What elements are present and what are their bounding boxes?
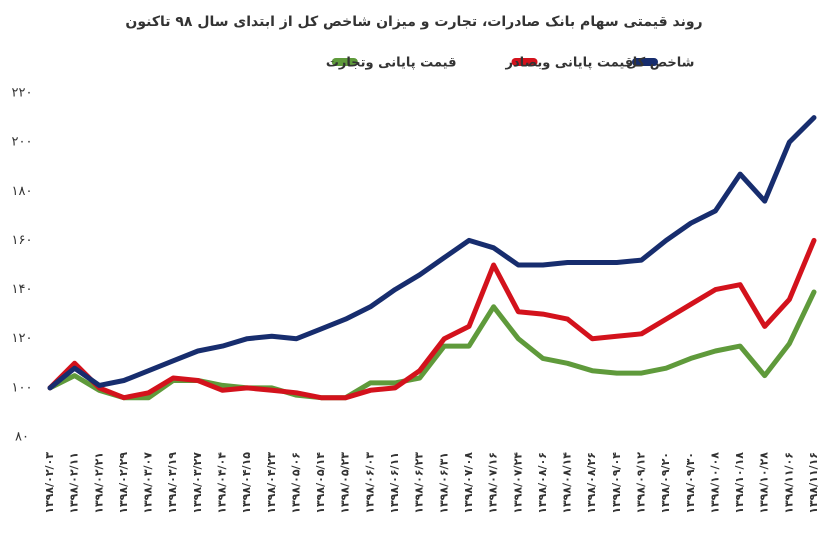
x-tick-label: ۱۳۹۸/۰۶/۰۳ xyxy=(363,452,376,514)
series-line xyxy=(47,115,817,391)
x-tick-label: ۱۳۹۸/۰۹/۱۲ xyxy=(634,452,647,514)
x-tick-label: ۱۳۹۸/۰۴/۱۵ xyxy=(240,452,253,514)
x-tick-label: ۱۳۹۸/۰۷/۰۸ xyxy=(462,452,475,514)
x-tick-label: ۱۳۹۸/۰۵/۱۴ xyxy=(314,452,327,514)
y-tick-label: ۲۰۰ xyxy=(12,135,33,150)
x-tick-label: ۱۳۹۸/۰۸/۰۶ xyxy=(536,452,549,514)
series-line xyxy=(47,237,817,401)
y-tick-label: ۱۴۰ xyxy=(12,282,33,297)
x-tick-label: ۱۳۹۸/۰۳/۰۷ xyxy=(142,452,155,514)
x-tick-label: ۱۳۹۸/۰۸/۱۴ xyxy=(561,452,574,514)
y-tick-label: ۸۰ xyxy=(15,430,29,445)
y-tick-label: ۱۶۰ xyxy=(12,233,33,248)
y-tick-label: ۱۲۰ xyxy=(12,331,33,346)
x-tick-label: ۱۳۹۸/۰۲/۲۱ xyxy=(92,452,105,514)
x-tick-label: ۱۳۹۸/۱۱/۰۶ xyxy=(782,452,795,514)
x-tick-label: ۱۳۹۸/۰۵/۰۶ xyxy=(289,452,302,514)
x-tick-label: ۱۳۹۸/۰۴/۲۳ xyxy=(265,452,278,514)
x-tick-label: ۱۳۹۸/۰۲/۱۱ xyxy=(68,452,81,514)
y-tick-label: ۱۸۰ xyxy=(12,184,33,199)
x-tick-label: ۱۳۹۸/۱۰/۱۸ xyxy=(733,452,746,514)
legend-label: قیمت پایانی وتجارت xyxy=(326,56,457,71)
x-tick-label: ۱۳۹۸/۰۶/۳۱ xyxy=(437,452,450,514)
x-tick-label: ۱۳۹۸/۰۹/۳۰ xyxy=(684,452,697,514)
x-tick-label: ۱۳۹۸/۰۹/۲۰ xyxy=(659,452,672,514)
x-tick-label: ۱۳۹۸/۰۲/۲۹ xyxy=(117,452,130,514)
x-tick-label: ۱۳۹۸/۰۶/۲۳ xyxy=(413,452,426,514)
x-tick-label: ۱۳۹۸/۰۵/۲۳ xyxy=(339,452,352,514)
chart-title: روند قیمتی سهام بانک صادرات، تجارت و میز… xyxy=(125,14,702,30)
legend-swatch xyxy=(511,58,538,66)
x-tick-label: ۱۳۹۸/۰۹/۰۴ xyxy=(610,452,623,514)
x-tick-label: ۱۳۹۸/۰۷/۱۶ xyxy=(487,452,500,514)
legend-swatch xyxy=(331,58,358,66)
x-tick-label: ۱۳۹۸/۰۳/۲۷ xyxy=(191,452,204,514)
x-tick-label: ۱۳۹۸/۰۳/۱۹ xyxy=(166,452,179,514)
y-tick-label: ۱۰۰ xyxy=(12,380,33,395)
x-tick-label: ۱۳۹۸/۰۴/۰۴ xyxy=(216,452,229,514)
x-tick-label: ۱۳۹۸/۱۰/۲۸ xyxy=(758,452,771,514)
x-tick-label: ۱۳۹۸/۰۲/۰۳ xyxy=(43,452,56,514)
legend-swatch xyxy=(632,58,658,66)
legend-label: شاخص کل xyxy=(626,56,694,71)
y-tick-label: ۲۲۰ xyxy=(12,86,33,101)
x-tick-label: ۱۳۹۸/۱۱/۱۶ xyxy=(807,452,820,514)
x-tick-label: ۱۳۹۸/۰۶/۱۱ xyxy=(388,452,401,514)
x-tick-label: ۱۳۹۸/۰۷/۲۴ xyxy=(511,452,524,514)
x-tick-label: ۱۳۹۸/۱۰/۰۸ xyxy=(708,452,721,514)
legend-label: قیمت پایانی وبصادر xyxy=(505,56,634,71)
x-tick-label: ۱۳۹۸/۰۸/۲۶ xyxy=(585,452,598,514)
